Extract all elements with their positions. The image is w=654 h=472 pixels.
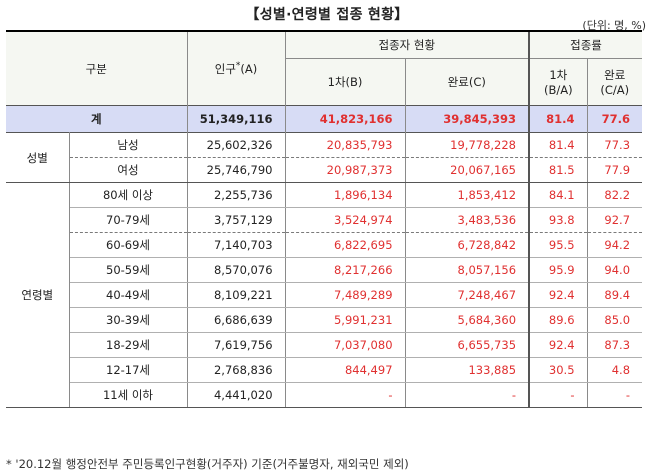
row-rate-first: 95.5 <box>528 232 588 258</box>
row-first: 8,217,266 <box>284 257 406 283</box>
age-label: 연령별 <box>6 182 70 408</box>
row-rate-completed: 89.4 <box>586 282 643 308</box>
header-first-dose: 1차(B) <box>284 58 406 106</box>
row-first: 6,822,695 <box>284 232 406 258</box>
row-first: 7,489,289 <box>284 282 406 308</box>
row-rate-first: 89.6 <box>528 307 588 333</box>
row-label: 여성 <box>69 157 188 183</box>
row-rate-first: 92.4 <box>528 282 588 308</box>
row-label: 70-79세 <box>69 207 188 233</box>
row-population: 25,602,326 <box>186 132 286 158</box>
row-rate-completed: 82.2 <box>586 182 643 208</box>
row-population: 2,768,836 <box>186 357 286 383</box>
header-rate-completed: 완료 (C/A) <box>586 58 643 106</box>
row-completed: 7,248,467 <box>404 282 530 308</box>
row-completed: 19,778,228 <box>404 132 530 158</box>
row-rate-first: 93.8 <box>528 207 588 233</box>
row-rate-first: - <box>528 382 588 408</box>
row-rate-first: 95.9 <box>528 257 588 283</box>
header-completed: 완료(C) <box>404 58 530 106</box>
row-rate-completed: - <box>586 382 643 408</box>
row-rate-completed: 87.3 <box>586 332 643 358</box>
total-rate-first: 81.4 <box>528 105 588 133</box>
header-rate-first: 1차 (B/A) <box>528 58 588 106</box>
row-label: 50-59세 <box>69 257 188 283</box>
header-category: 구분 <box>6 30 188 106</box>
row-label: 30-39세 <box>69 307 188 333</box>
row-rate-completed: 94.2 <box>586 232 643 258</box>
row-first: 3,524,974 <box>284 207 406 233</box>
row-label: 11세 이하 <box>69 382 188 408</box>
row-completed: 1,853,412 <box>404 182 530 208</box>
row-population: 8,109,221 <box>186 282 286 308</box>
row-rate-completed: 4.8 <box>586 357 643 383</box>
row-label: 40-49세 <box>69 282 188 308</box>
row-population: 8,570,076 <box>186 257 286 283</box>
header-vaccinated-group: 접종자 현황 <box>284 30 530 59</box>
total-label: 계 <box>6 105 188 133</box>
table-row: 18-29세 7,619,756 7,037,080 6,655,735 92.4 87.… <box>6 332 643 358</box>
header-population: 인구*(A) <box>186 30 286 106</box>
row-population: 7,140,703 <box>186 232 286 258</box>
row-rate-completed: 85.0 <box>586 307 643 333</box>
row-population: 4,441,020 <box>186 382 286 408</box>
row-rate-completed: 92.7 <box>586 207 643 233</box>
table-row: 연령별 80세 이상 2,255,736 1,896,134 1,853,412 84.1… <box>6 182 643 408</box>
unit-note: (단위: 명, %) <box>582 19 646 32</box>
row-first: 5,991,231 <box>284 307 406 333</box>
table-title: 【성별·연령별 접종 현황】 <box>245 7 409 23</box>
row-rate-completed: 77.3 <box>586 132 643 158</box>
row-population: 6,686,639 <box>186 307 286 333</box>
total-population: 51,349,116 <box>186 105 286 133</box>
sex-label: 성별 <box>6 132 70 183</box>
row-population: 3,757,129 <box>186 207 286 233</box>
row-first: 7,037,080 <box>284 332 406 358</box>
row-rate-completed: 77.9 <box>586 157 643 183</box>
row-first: 1,896,134 <box>284 182 406 208</box>
row-first: 844,497 <box>284 357 406 383</box>
header-rate-group: 접종률 <box>528 30 643 59</box>
sex-group: 성별 남성 25,602,326 20,835,793 19,778,228 81.4 77… <box>6 132 643 183</box>
row-population: 2,255,736 <box>186 182 286 208</box>
age-group: 연령별 80세 이상 2,255,736 1,896,134 1,853,412 84.1… <box>6 182 643 408</box>
row-first: 20,987,373 <box>284 157 406 183</box>
row-rate-first: 84.1 <box>528 182 588 208</box>
table-row: 50-59세 8,570,076 8,217,266 8,057,156 95.9 94.… <box>6 257 643 283</box>
row-rate-first: 30.5 <box>528 357 588 383</box>
row-label: 남성 <box>69 132 188 158</box>
total-first: 41,823,166 <box>284 105 406 133</box>
footnote: * '20.12월 행정안전부 주민등록인구현황(거주자) 기준(거주불명자, … <box>6 457 409 471</box>
table-row: 70-79세 3,757,129 3,524,974 3,483,536 93.8 92.… <box>6 207 643 233</box>
row-completed: 5,684,360 <box>404 307 530 333</box>
row-completed: - <box>404 382 530 408</box>
row-population: 25,746,790 <box>186 157 286 183</box>
vaccination-table: 구분 인구*(A) 접종자 현황 접종률 1차(B) 완료(C) 1차 (B/A)… <box>6 30 643 408</box>
total-rate-completed: 77.6 <box>586 105 643 133</box>
row-completed: 6,728,842 <box>404 232 530 258</box>
row-population: 7,619,756 <box>186 332 286 358</box>
table-row: 12-17세 2,768,836 844,497 133,885 30.5 4.8 <box>6 357 643 383</box>
row-rate-first: 81.5 <box>528 157 588 183</box>
total-completed: 39,845,393 <box>404 105 530 133</box>
row-label: 18-29세 <box>69 332 188 358</box>
row-label: 12-17세 <box>69 357 188 383</box>
table-row: 60-69세 7,140,703 6,822,695 6,728,842 95.5 94.… <box>6 232 643 258</box>
table-row: 30-39세 6,686,639 5,991,231 5,684,360 89.6 85.… <box>6 307 643 333</box>
row-completed: 20,067,165 <box>404 157 530 183</box>
table-row: 성별 남성 25,602,326 20,835,793 19,778,228 81.4 77… <box>6 132 643 183</box>
row-rate-completed: 94.0 <box>586 257 643 283</box>
table-row: 여성 25,746,790 20,987,373 20,067,165 81.5 77.9 <box>6 157 643 183</box>
row-rate-first: 92.4 <box>528 332 588 358</box>
row-completed: 3,483,536 <box>404 207 530 233</box>
table-row: 40-49세 8,109,221 7,489,289 7,248,467 92.4 89.… <box>6 282 643 308</box>
table-row: 11세 이하 4,441,020- - - - <box>6 382 643 408</box>
row-label: 60-69세 <box>69 232 188 258</box>
row-label: 80세 이상 <box>69 182 188 208</box>
row-completed: 6,655,735 <box>404 332 530 358</box>
row-first: - <box>284 382 406 408</box>
row-rate-first: 81.4 <box>528 132 588 158</box>
row-completed: 8,057,156 <box>404 257 530 283</box>
row-completed: 133,885 <box>404 357 530 383</box>
row-first: 20,835,793 <box>284 132 406 158</box>
